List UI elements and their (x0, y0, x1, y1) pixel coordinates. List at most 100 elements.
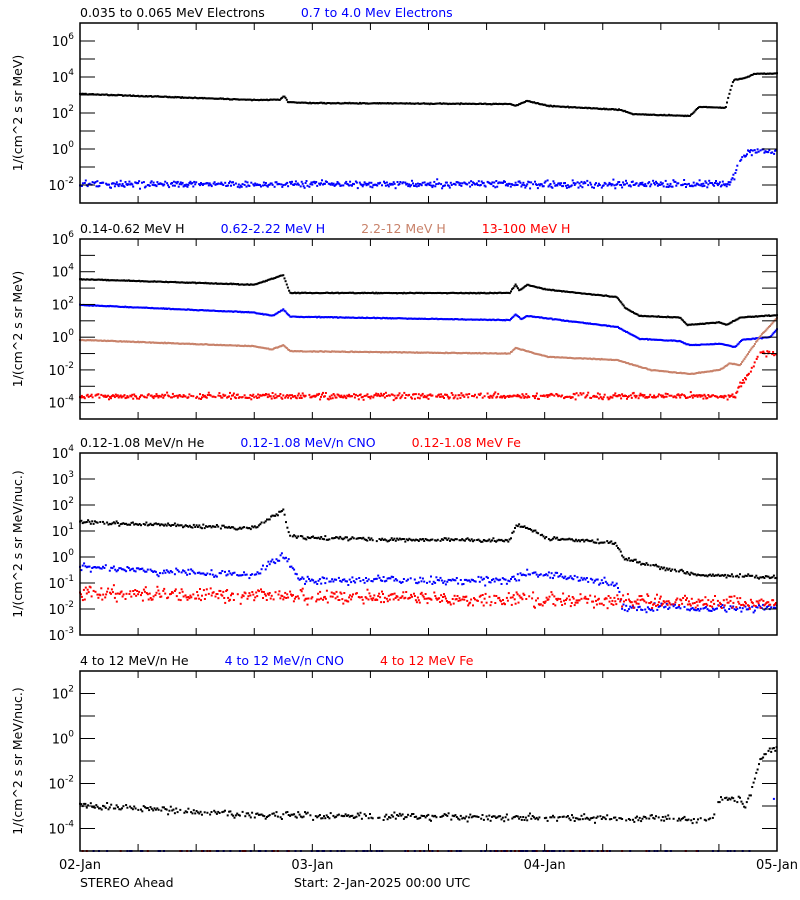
data-point (376, 394, 379, 397)
data-point (622, 556, 625, 559)
legend-label: 0.12-1.08 MeV/n CNO (240, 435, 375, 450)
data-point (352, 102, 354, 105)
data-point (536, 316, 539, 318)
data-point (543, 395, 546, 398)
data-point (95, 185, 98, 188)
data-point (196, 97, 199, 100)
data-point (117, 396, 120, 399)
data-point (586, 179, 589, 182)
data-point (716, 182, 718, 185)
data-point (406, 317, 409, 320)
data-point (576, 321, 579, 323)
data-point (602, 184, 605, 187)
data-point (642, 367, 645, 369)
data-point (478, 351, 481, 354)
data-point (656, 315, 659, 318)
data-point (752, 345, 755, 347)
data-point (735, 609, 737, 611)
data-point (359, 101, 361, 104)
data-point (639, 392, 642, 395)
data-point (320, 292, 323, 295)
data-point (765, 328, 768, 331)
data-point (719, 342, 722, 345)
data-point (462, 539, 465, 542)
data-point (429, 317, 432, 320)
data-point (679, 607, 682, 610)
data-point (409, 538, 412, 541)
data-point (756, 576, 759, 579)
data-point (622, 361, 625, 363)
data-point (612, 325, 615, 328)
data-point (302, 316, 304, 319)
data-point (736, 318, 739, 321)
data-point (235, 344, 238, 347)
data-point (662, 185, 665, 188)
data-point (622, 181, 625, 184)
data-point (667, 608, 670, 610)
data-point (493, 181, 496, 184)
data-point (640, 113, 643, 116)
data-point (520, 102, 523, 105)
data-point (607, 183, 610, 186)
data-point (291, 567, 294, 570)
data-point (276, 275, 279, 278)
data-point (547, 571, 550, 574)
data-point (292, 350, 295, 353)
data-point (715, 343, 718, 345)
data-point (160, 341, 163, 344)
data-point (296, 182, 299, 185)
data-point (368, 181, 371, 184)
data-point (400, 581, 403, 584)
data-point (284, 396, 287, 399)
data-point (597, 182, 600, 185)
data-point (154, 341, 157, 344)
data-point (710, 321, 713, 324)
data-point (160, 523, 163, 526)
data-point (614, 584, 617, 587)
data-point (232, 394, 234, 397)
data-point (282, 394, 285, 397)
data-point (427, 397, 430, 400)
data-point (744, 316, 747, 319)
data-point (669, 569, 672, 572)
data-point (504, 102, 507, 105)
data-point (219, 282, 222, 285)
data-point (141, 95, 144, 98)
data-point (595, 395, 598, 398)
data-point (95, 93, 98, 96)
data-point (553, 394, 556, 397)
data-point (436, 579, 439, 581)
data-point (529, 528, 531, 530)
data-point (522, 286, 525, 289)
data-point (347, 292, 350, 294)
data-point (762, 603, 765, 606)
data-point (569, 320, 572, 323)
data-point (341, 538, 344, 541)
data-point (139, 187, 141, 190)
data-point (232, 310, 235, 313)
data-point (430, 575, 432, 578)
data-point (587, 184, 590, 187)
data-point (535, 352, 538, 355)
data-point (240, 311, 243, 314)
data-point (312, 579, 315, 582)
data-point (223, 597, 226, 599)
data-point (620, 360, 623, 363)
data-point (488, 538, 491, 541)
data-point (623, 330, 626, 332)
data-point (755, 358, 758, 360)
data-point (440, 183, 443, 186)
data-point (297, 350, 300, 353)
data-point (245, 283, 248, 286)
data-point (83, 92, 86, 95)
data-point (570, 106, 573, 109)
data-point (553, 182, 556, 185)
data-point (775, 353, 777, 356)
data-point (145, 521, 148, 524)
data-point (772, 72, 775, 75)
data-point (267, 560, 270, 563)
data-point (221, 344, 224, 347)
data-point (352, 537, 355, 540)
data-point (602, 107, 605, 110)
data-point (86, 185, 89, 188)
